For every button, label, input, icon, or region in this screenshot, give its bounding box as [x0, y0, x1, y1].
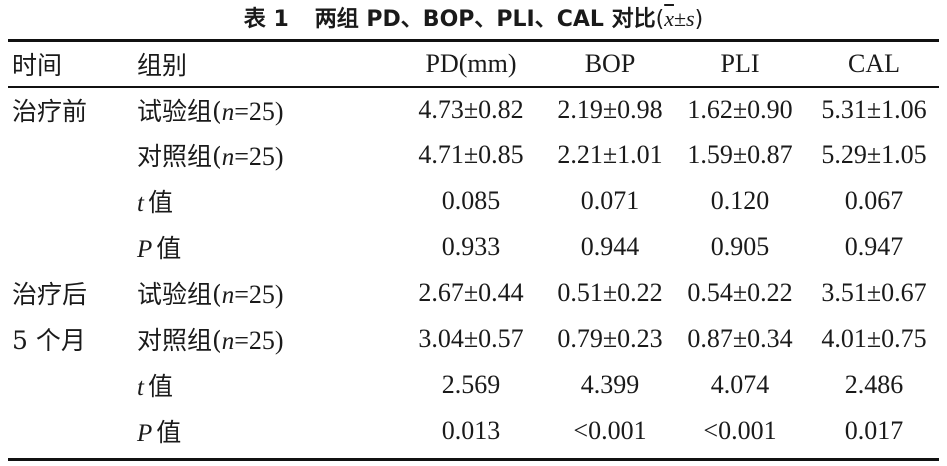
bottom-rule — [8, 458, 939, 461]
pli-value: 0.87±0.34 — [687, 324, 793, 353]
header-cal: CAL — [848, 49, 900, 78]
time-cell — [8, 132, 137, 178]
cal-value: 5.31±1.06 — [821, 95, 927, 124]
caption-sd-symbol: s — [686, 6, 695, 31]
bop-value: 4.399 — [580, 370, 640, 399]
cal-value: 4.01±0.75 — [821, 324, 927, 353]
table-row: 治疗前 试验组(n=25) 4.73±0.82 2.19±0.98 1.62±0… — [8, 86, 943, 132]
pd-value: 4.73±0.82 — [418, 95, 524, 124]
stat-suffix: 值 — [156, 234, 182, 263]
pd-value: 4.71±0.85 — [418, 140, 524, 169]
pli-value: 4.074 — [710, 370, 770, 399]
group-name: 试验组( — [137, 97, 222, 126]
time-cell — [8, 362, 137, 408]
cal-value: 0.947 — [844, 232, 904, 261]
caption-close-paren: ) — [694, 7, 704, 32]
n-symbol: n — [221, 282, 235, 309]
table-row: 对照组(n=25) 4.71±0.85 2.21±1.01 1.59±0.87 … — [8, 132, 943, 178]
time-cell — [8, 224, 137, 270]
group-cell: 试验组(n=25) — [137, 86, 397, 132]
n-value: =25) — [234, 97, 284, 126]
t-symbol: t — [137, 374, 144, 401]
pli-value: 0.120 — [710, 186, 770, 215]
group-cell: 对照组(n=25) — [137, 316, 397, 362]
table-row: 5 个月 对照组(n=25) 3.04±0.57 0.79±0.23 0.87±… — [8, 316, 943, 362]
time-cell: 治疗前 — [12, 97, 88, 126]
pd-value: 0.013 — [441, 416, 501, 445]
pli-value: 0.905 — [710, 232, 770, 261]
stat-suffix: 值 — [156, 418, 182, 447]
header-pd: PD(mm) — [425, 49, 517, 78]
n-symbol: n — [221, 144, 235, 171]
bop-value: 0.79±0.23 — [557, 324, 663, 353]
time-cell — [8, 408, 137, 454]
caption-open-paren: ( — [655, 7, 665, 32]
pli-value: 1.62±0.90 — [687, 95, 793, 124]
group-cell: 对照组(n=25) — [137, 132, 397, 178]
bop-value: 0.51±0.22 — [557, 278, 663, 307]
table-row: 治疗后 试验组(n=25) 2.67±0.44 0.51±0.22 0.54±0… — [8, 270, 943, 316]
p-symbol: P — [137, 236, 153, 263]
p-symbol: P — [137, 420, 153, 447]
bop-value: <0.001 — [573, 416, 647, 445]
pd-value: 0.085 — [441, 186, 501, 215]
bop-value: 0.944 — [580, 232, 640, 261]
n-symbol: n — [221, 328, 235, 355]
cal-value: 2.486 — [844, 370, 904, 399]
table-number: 表 1 — [243, 7, 289, 32]
pd-value: 2.67±0.44 — [418, 278, 524, 307]
header-rule — [8, 86, 939, 88]
pli-value: <0.001 — [703, 416, 777, 445]
comparison-table: 时间 组别 PD(mm) BOP PLI CAL 治疗前 试验组(n=25) 4… — [8, 42, 943, 454]
stat-suffix: 值 — [147, 372, 173, 401]
cal-value: 0.067 — [844, 186, 904, 215]
caption-mean-symbol: x — [664, 6, 674, 31]
header-row: 时间 组别 PD(mm) BOP PLI CAL — [8, 42, 943, 86]
pd-value: 2.569 — [441, 370, 501, 399]
n-value: =25) — [234, 280, 284, 309]
cal-value: 0.017 — [844, 416, 904, 445]
n-value: =25) — [234, 142, 284, 171]
group-name: 试验组( — [137, 280, 222, 309]
n-value: =25) — [234, 326, 284, 355]
pli-value: 0.54±0.22 — [687, 278, 793, 307]
top-rule — [8, 39, 939, 42]
time-cell: 治疗后 — [12, 280, 88, 309]
group-name: 对照组( — [137, 326, 222, 355]
header-pli: PLI — [720, 49, 760, 78]
bop-value: 0.071 — [580, 186, 640, 215]
time-cell — [8, 178, 137, 224]
t-symbol: t — [137, 190, 144, 217]
caption-plusminus: ± — [673, 6, 687, 31]
header-time: 时间 — [12, 51, 63, 80]
group-name: 对照组( — [137, 142, 222, 171]
stat-suffix: 值 — [147, 188, 173, 217]
time-cell: 5 个月 — [12, 326, 86, 355]
cal-value: 3.51±0.67 — [821, 278, 927, 307]
header-group: 组别 — [137, 51, 188, 80]
table-title: 两组 PD、BOP、PLI、CAL 对比 — [314, 7, 656, 32]
pd-value: 3.04±0.57 — [418, 324, 524, 353]
header-bop: BOP — [584, 49, 636, 78]
table-caption: 表 1 两组 PD、BOP、PLI、CAL 对比(x±s) — [0, 4, 947, 35]
cal-value: 5.29±1.05 — [821, 140, 927, 169]
pli-value: 1.59±0.87 — [687, 140, 793, 169]
group-cell: 试验组(n=25) — [137, 270, 397, 316]
bop-value: 2.21±1.01 — [557, 140, 663, 169]
n-symbol: n — [221, 99, 235, 126]
pd-value: 0.933 — [441, 232, 501, 261]
bop-value: 2.19±0.98 — [557, 95, 663, 124]
